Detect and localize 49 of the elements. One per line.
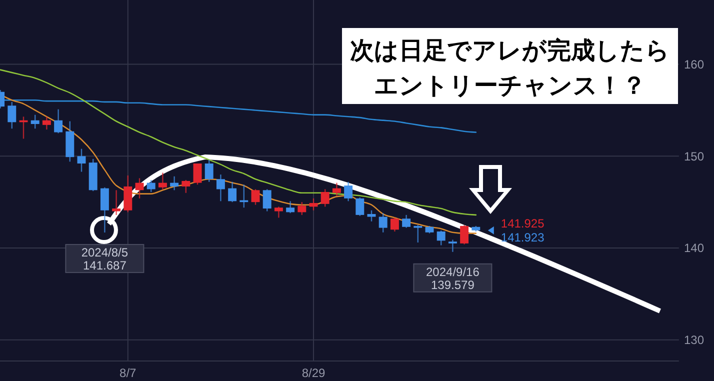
candlestick — [8, 101, 16, 130]
text: エントリーチャンス！？ — [374, 72, 646, 100]
candlestick — [170, 176, 179, 191]
text: 次は日足でアレが完成したら — [350, 36, 670, 64]
y-tick-label: 130 — [684, 333, 704, 348]
candlestick — [182, 179, 190, 194]
annotation: 2024/8/5 141.687 — [81, 246, 128, 273]
candlestick — [298, 201, 306, 216]
candlestick — [344, 181, 353, 202]
candlestick — [309, 198, 318, 211]
x-tick-label: 8/7 — [120, 366, 137, 380]
candlestick — [193, 162, 202, 186]
candlestick — [378, 212, 388, 233]
candlestick — [112, 190, 121, 216]
candlestick — [356, 196, 364, 216]
candlestick — [262, 188, 272, 212]
candlestick — [448, 239, 457, 252]
candlestick — [414, 224, 422, 244]
candlestick — [54, 108, 63, 134]
candlestick — [216, 174, 225, 202]
candlestick — [240, 184, 248, 208]
candlestick — [77, 148, 86, 172]
y-tick-label: 140 — [684, 241, 704, 256]
candlestick — [390, 217, 399, 232]
line-series — [0, 69, 477, 216]
candlestick — [274, 206, 283, 218]
candlestick — [146, 179, 156, 193]
y-tick-label: 160 — [684, 58, 704, 72]
candlestick — [320, 188, 330, 208]
candlestick — [42, 116, 51, 130]
candlestick — [286, 200, 295, 214]
x-tick-label: 8/29 — [302, 366, 326, 380]
annotation: 141.923 — [500, 230, 545, 245]
candlestick — [367, 210, 376, 222]
candlestick — [436, 230, 446, 246]
candlestick — [124, 174, 132, 213]
candlestick — [158, 172, 167, 190]
candlestick — [100, 186, 109, 234]
annotation: 141.925 — [500, 216, 545, 231]
candlestick — [30, 114, 40, 130]
candlestick — [460, 224, 469, 245]
candlestick — [332, 182, 341, 196]
candlestick — [228, 181, 237, 203]
annotation: 2024/9/16 139.579 — [426, 264, 480, 292]
candlestick — [402, 214, 411, 228]
y-tick-label: 150 — [684, 149, 704, 164]
candlestick — [135, 178, 144, 200]
candlestick — [251, 188, 260, 206]
candlestick — [204, 159, 214, 182]
